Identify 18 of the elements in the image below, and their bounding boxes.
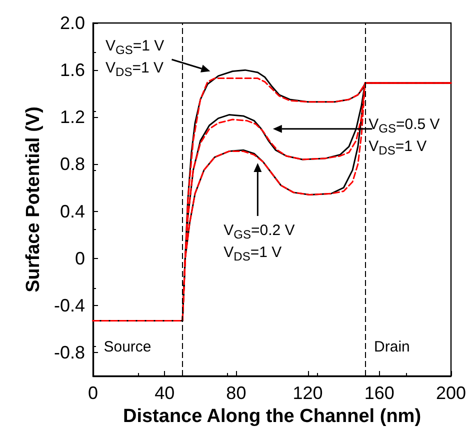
y-tick-label: 0.4 bbox=[60, 201, 85, 222]
y-tick-label: -0.4 bbox=[54, 295, 85, 316]
y-tick-label: 0.8 bbox=[60, 154, 85, 174]
y-tick-label: 0 bbox=[74, 248, 85, 268]
x-tick-label: 0 bbox=[88, 383, 98, 403]
y-tick-label: -0.8 bbox=[54, 342, 85, 362]
annotation: Source bbox=[104, 338, 152, 356]
y-tick-label: 1.2 bbox=[60, 107, 85, 128]
x-tick-label: 200 bbox=[436, 383, 466, 403]
x-tick-label: 160 bbox=[364, 383, 394, 403]
x-tick-label: 80 bbox=[226, 383, 246, 403]
annotation: Drain bbox=[374, 338, 410, 356]
y-tick-label: 2.0 bbox=[60, 13, 85, 33]
y-tick-label: 1.6 bbox=[60, 60, 85, 80]
x-tick-label: 40 bbox=[154, 383, 175, 403]
y-axis-title: Surface Potential (V) bbox=[23, 106, 44, 292]
x-axis-title: Distance Along the Channel (nm) bbox=[122, 406, 422, 427]
x-tick-label: 120 bbox=[292, 383, 323, 403]
